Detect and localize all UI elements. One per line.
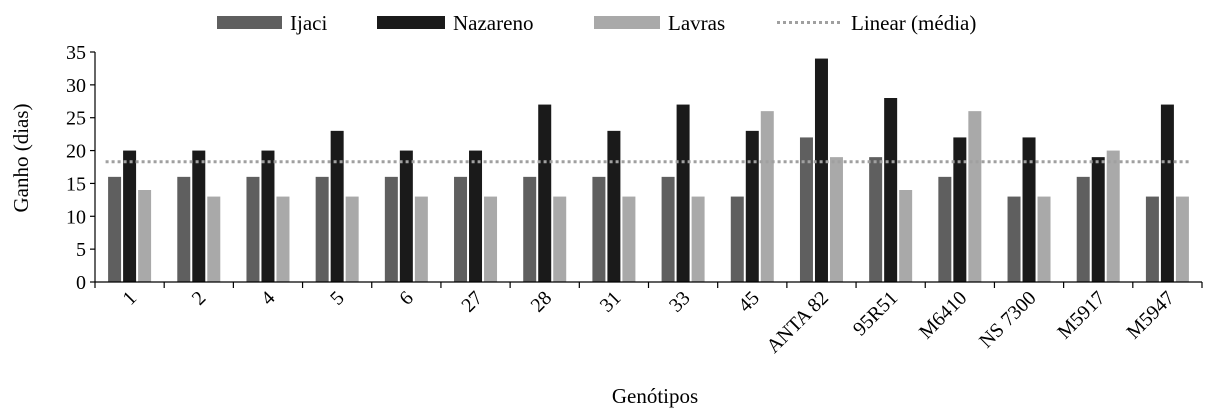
bar <box>207 196 221 282</box>
y-axis-label: Ganho (dias) <box>9 103 33 212</box>
legend: Ijaci Nazareno Lavras Linear (média) <box>217 11 976 35</box>
x-tick-label: 95R51 <box>849 287 902 340</box>
y-tick-label: 25 <box>66 108 86 130</box>
x-tick-label: 31 <box>596 287 626 317</box>
bar <box>1022 137 1036 282</box>
bar <box>968 111 982 283</box>
bar <box>192 150 206 282</box>
bar <box>1076 176 1090 282</box>
bar <box>622 196 636 282</box>
bar <box>123 150 137 282</box>
bar <box>1037 196 1051 282</box>
bar <box>592 176 606 282</box>
y-tick-label: 0 <box>76 272 86 294</box>
bar <box>661 176 675 282</box>
x-tick-label: M6410 <box>915 287 971 343</box>
bar <box>330 130 344 282</box>
bars <box>108 58 1189 283</box>
bar <box>484 196 498 282</box>
x-tick-label: 5 <box>326 287 349 310</box>
bar <box>469 150 483 282</box>
legend-label: Lavras <box>668 11 725 35</box>
x-tick-label: M5917 <box>1053 287 1109 343</box>
bar <box>454 176 468 282</box>
bar <box>730 196 744 282</box>
y-tick-label: 10 <box>66 206 86 228</box>
x-tick-label: 6 <box>395 287 418 310</box>
bar <box>384 176 398 282</box>
bar <box>538 104 552 282</box>
x-tick-label: NS 7300 <box>975 287 1040 352</box>
legend-swatch <box>217 16 282 29</box>
y-tick-label: 15 <box>66 173 86 195</box>
x-tick-label: 27 <box>457 287 487 317</box>
bar <box>1007 196 1021 282</box>
bar <box>246 176 260 282</box>
bar <box>276 196 290 282</box>
x-tick-label: 2 <box>188 287 211 310</box>
y-tick-label: 30 <box>66 75 86 97</box>
bar <box>745 130 759 282</box>
bar <box>938 176 952 282</box>
legend-swatch <box>377 16 445 29</box>
bar <box>814 58 828 283</box>
y-axis: 0 5 10 15 20 25 30 35 <box>66 42 96 294</box>
y-tick-label: 35 <box>66 42 86 64</box>
x-axis-label: Genótipos <box>612 384 698 408</box>
bar <box>884 98 898 282</box>
bar <box>899 190 913 282</box>
bar <box>691 196 705 282</box>
bar <box>607 130 621 282</box>
bar <box>523 176 537 282</box>
bar <box>138 190 152 282</box>
bar <box>261 150 275 282</box>
bar <box>1175 196 1189 282</box>
x-tick-label: 1 <box>119 287 142 310</box>
bar <box>1106 150 1120 282</box>
bar <box>953 137 967 282</box>
legend-label: Nazareno <box>453 11 533 35</box>
legend-swatch <box>594 16 660 29</box>
x-tick-label: 33 <box>665 287 695 317</box>
bar <box>676 104 690 282</box>
x-tick-label: 28 <box>527 287 557 317</box>
x-tick-label: 4 <box>257 287 280 310</box>
bar <box>829 157 843 282</box>
bar <box>414 196 428 282</box>
bar <box>1091 157 1105 282</box>
bar <box>399 150 413 282</box>
bar <box>1145 196 1159 282</box>
legend-label: Linear (média) <box>851 11 976 35</box>
bar <box>1160 104 1174 282</box>
bar <box>177 176 191 282</box>
bar <box>108 176 122 282</box>
y-tick-label: 20 <box>66 141 86 163</box>
bar <box>553 196 567 282</box>
x-tick-label: M5947 <box>1123 287 1179 343</box>
bar <box>799 137 813 282</box>
x-tick-label: 45 <box>734 287 764 317</box>
bar <box>315 176 329 282</box>
bar <box>345 196 359 282</box>
y-tick-label: 5 <box>76 239 86 261</box>
legend-label: Ijaci <box>290 11 327 35</box>
bar <box>760 111 774 283</box>
x-tick-label: ANTA 82 <box>762 287 833 358</box>
bar <box>869 157 883 282</box>
